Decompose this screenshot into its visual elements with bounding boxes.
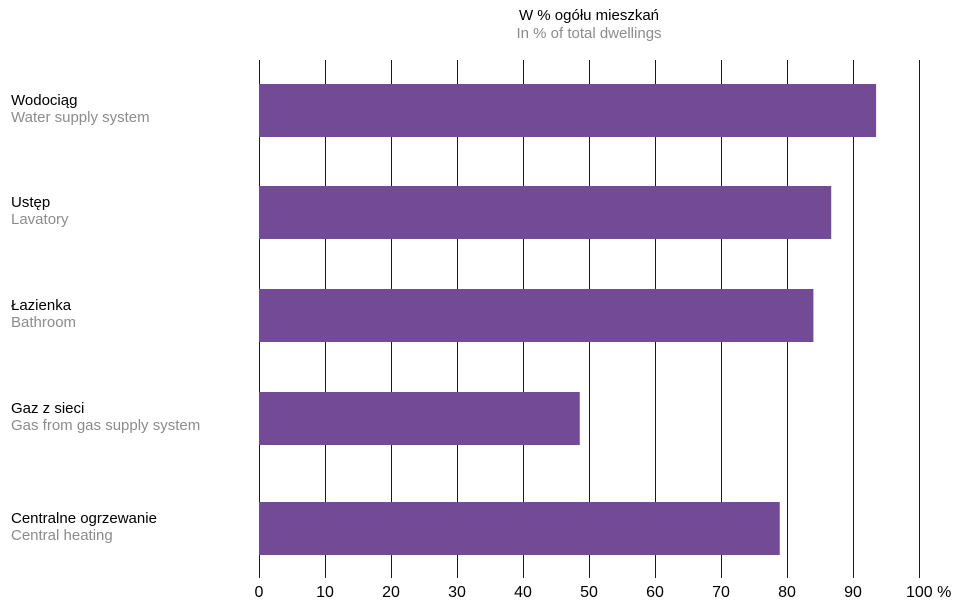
- x-tick-label: 10: [316, 584, 334, 601]
- category-label-pl: Centralne ogrzewanie: [11, 510, 157, 527]
- x-tick-label: 90: [844, 584, 862, 601]
- category-label-en: Gas from gas supply system: [11, 417, 201, 434]
- category-label: Ustęp Lavatory: [11, 194, 69, 228]
- category-label: Gaz z sieci Gas from gas supply system: [11, 400, 200, 434]
- x-tick-label: 30: [448, 584, 466, 601]
- category-label-en: Lavatory: [11, 211, 69, 228]
- chart-title-block: W % ogółu mieszkań In % of total dwellin…: [0, 7, 960, 43]
- x-tick-label: 70: [712, 584, 730, 601]
- x-tick-label: 20: [382, 584, 400, 601]
- bar: [259, 289, 814, 342]
- category-label-pl: Ustęp: [11, 194, 51, 211]
- bar: [259, 84, 877, 137]
- x-tick-label: 100 %: [906, 584, 951, 601]
- bar: [259, 186, 832, 239]
- category-label-pl: Gaz z sieci: [11, 400, 85, 417]
- category-label-en: Bathroom: [11, 314, 77, 331]
- category-label-pl: Łazienka: [11, 297, 72, 314]
- chart-subtitle: In % of total dwellings: [516, 25, 662, 42]
- category-label: Wodociąg Water supply system: [11, 92, 150, 126]
- category-label-en: Central heating: [11, 527, 113, 544]
- chart-title: W % ogółu mieszkań: [518, 7, 660, 24]
- x-tick-label: 50: [580, 584, 598, 601]
- category-label: Centralne ogrzewanie Central heating: [11, 510, 157, 544]
- bar: [259, 502, 780, 555]
- category-label: Łazienka Bathroom: [11, 297, 76, 331]
- x-tick-label: 80: [778, 584, 796, 601]
- x-tick-label: 60: [646, 584, 664, 601]
- category-label-en: Water supply system: [11, 109, 150, 126]
- bar: [259, 392, 580, 445]
- x-tick-label: 40: [514, 584, 532, 601]
- category-label-pl: Wodociąg: [11, 92, 78, 109]
- x-tick-label: 0: [255, 584, 264, 601]
